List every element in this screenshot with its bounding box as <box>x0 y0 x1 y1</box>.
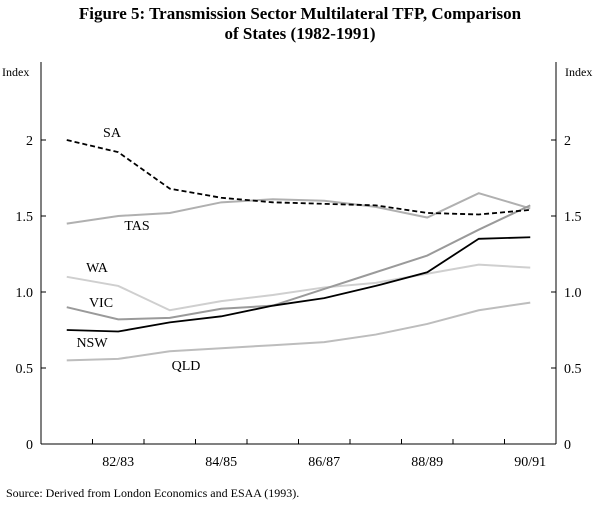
y-tick-label-left: 1.0 <box>16 286 34 301</box>
y-tick-label-left: 0.5 <box>16 362 34 377</box>
series-label-qld: QLD <box>172 359 201 374</box>
y-axis-label-left: Index <box>2 65 29 79</box>
series-label-sa: SA <box>103 126 122 141</box>
chart-title: Figure 5: Transmission Sector Multilater… <box>0 4 600 44</box>
y-tick-label-left: 1.5 <box>16 210 34 225</box>
y-axis-label-right: Index <box>565 65 592 79</box>
x-tick-label: 90/91 <box>514 455 546 470</box>
x-tick-label: 88/89 <box>411 455 443 470</box>
series-line-wa <box>66 263 531 312</box>
y-tick-label-right: 1.5 <box>564 210 582 225</box>
x-tick-label: 84/85 <box>205 455 237 470</box>
series-line-qld <box>66 301 531 362</box>
y-tick-label-right: 1.0 <box>564 286 582 301</box>
chart-title-line-1: Figure 5: Transmission Sector Multilater… <box>78 4 522 23</box>
series-label-nsw: NSW <box>76 336 108 351</box>
y-tick-label-right: 2 <box>564 134 571 149</box>
source-note: Source: Derived from London Economics an… <box>6 486 300 500</box>
series-line-sa <box>66 139 531 216</box>
y-tick-label-right: 0.5 <box>564 362 582 377</box>
series-label-tas: TAS <box>124 219 149 234</box>
series-line-nsw <box>66 236 531 333</box>
series-label-wa: WA <box>86 261 109 276</box>
x-tick-label: 82/83 <box>102 455 134 470</box>
series-line-tas <box>66 192 531 225</box>
x-tick-label: 86/87 <box>308 455 340 470</box>
series-line-vic <box>66 204 531 321</box>
series-label-vic: VIC <box>89 296 113 311</box>
y-tick-label-right: 0 <box>564 438 571 453</box>
chart-title-line-2: of States (1982-1991) <box>224 24 376 43</box>
y-tick-label-left: 2 <box>26 134 33 149</box>
y-tick-label-left: 0 <box>26 438 33 453</box>
